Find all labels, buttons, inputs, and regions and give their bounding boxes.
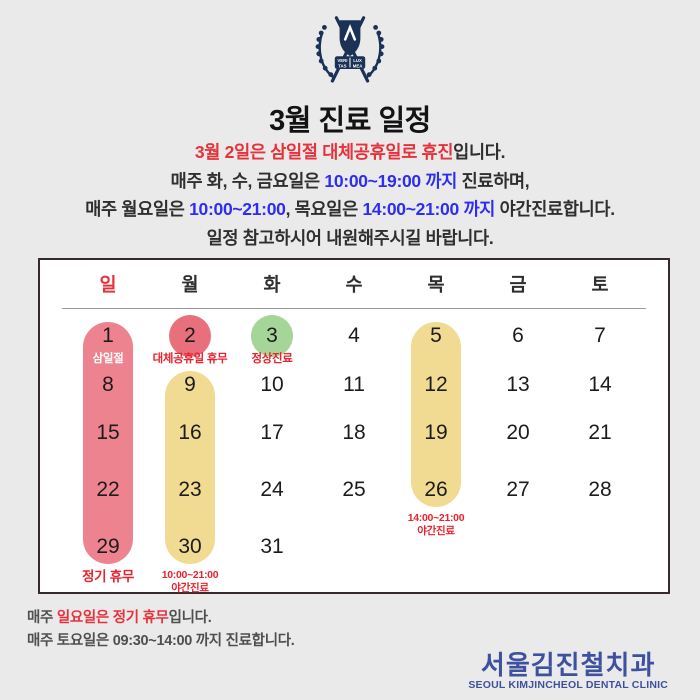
thursday-night-label: 14:00~21:00 야간진료 [366,512,506,538]
day-cell-21: 21 [588,421,612,444]
header-divider [62,308,646,309]
day-cell-4: 4 [348,324,360,347]
text-segment: 일요일은 정기 휴무 [56,610,169,626]
text-segment: 매주 화, 수, 금요일은 [170,170,325,191]
day-cell-5: 5 [430,324,442,347]
day-cell-10: 10 [260,373,284,396]
day-cell-15: 15 [96,421,120,444]
label-line: 야간진료 [171,582,209,594]
clinic-name-english: SEOUL KIMJINCHEOL DENTAL CLINIC [468,679,668,691]
calendar-card: 일 월 화 수 목 금 토 1 2 3 4 5 6 7 8 9 10 11 12 13 14 15 16 17 18 19 20 21… [38,258,670,594]
day-cell-22: 22 [96,478,120,501]
normal-treatment-label: 정상진료 [202,352,342,366]
day-cell-2: 2 [184,324,196,347]
text-segment: 10:00~19:00 까지 [324,170,458,191]
weekday-header-1: 일 [99,274,117,295]
sunday-closed-pill [83,322,133,564]
footer-note-2: 매주 토요일은 09:30~14:00 까지 진료합니다. [27,630,295,653]
day-cell-27: 27 [506,478,530,501]
day-cell-6: 6 [512,324,524,347]
day-cell-29: 29 [96,535,120,558]
notice-line-2: 매주 화, 수, 금요일은 10:00~19:00 까지 진료하며, [0,167,700,196]
motto-word-lux: LUX [353,58,362,63]
text-segment: , 목요일은 [285,199,363,219]
day-cell-25: 25 [342,478,366,501]
day-cell-31: 31 [260,535,284,558]
label-line: 대체공휴일 휴무 [152,353,228,365]
label-line: 정상진료 [251,353,293,365]
weekday-header-7: 토 [591,274,609,295]
text-segment: 10:00~21:00 [189,199,286,219]
thursday-night-pill [411,322,461,507]
label-line: 야간진료 [417,525,455,537]
clinic-logo: 서울김진철치과 SEOUL KIMJINCHEOL DENTAL CLINIC [468,652,668,691]
university-crest-logo: VERI LUX TAS MEA [310,9,390,89]
text-segment: 매주 [27,610,57,626]
day-cell-11: 11 [343,373,365,396]
notice-line-3: 매주 월요일은 10:00~21:00, 목요일은 14:00~21:00 까지… [0,195,700,224]
text-segment: 진료하며, [457,170,530,191]
text-segment: 14:00~21:00 까지 [362,199,496,219]
day-cell-8: 8 [102,373,114,396]
notice-line-4: 일정 참고하시어 내원해주시길 바랍니다. [0,224,700,253]
samiljeol-label: 삼일절 [38,352,178,366]
text-segment: 입니다. [453,142,506,162]
weekday-header-4: 수 [345,274,363,295]
motto-word-veri: VERI [337,58,347,63]
notice-text: 3월 2일은 삼일절 대체공휴일로 휴진입니다. 매주 화, 수, 금요일은 10… [0,138,700,252]
text-segment: 매주 토요일은 09:30~14:00 까지 진료합니다. [27,633,295,649]
footer-note-1: 매주 일요일은 정기 휴무입니다. [27,607,295,630]
clinic-name-korean: 서울김진철치과 [480,650,656,680]
monday-night-label: 10:00~21:00 야간진료 [120,569,260,595]
motto-word-tas: TAS [338,63,346,68]
label-line: 정기 휴무 [82,569,134,584]
day-cell-18: 18 [342,421,366,444]
day-cell-13: 13 [506,373,530,396]
day-cell-20: 20 [506,421,530,444]
weekday-header-6: 금 [509,274,527,295]
day-cell-23: 23 [178,478,202,501]
weekday-header-2: 월 [181,274,199,295]
label-line: 10:00~21:00 [161,569,219,581]
day-cell-19: 19 [424,421,448,444]
text-segment: 매주 월요일은 [85,199,190,219]
laurel-wreath-icon [315,25,385,77]
label-line: 14:00~21:00 [407,512,465,524]
day-cell-24: 24 [260,478,284,501]
day-cell-3: 3 [266,324,278,347]
weekday-header-5: 목 [427,274,445,295]
page-title: 3월 진료 일정 [269,105,431,137]
monday-night-pill [165,371,215,564]
day-cell-28: 28 [588,478,612,501]
substitute-holiday-label: 대체공휴일 휴무 [120,352,260,366]
day-cell-30: 30 [178,535,202,558]
shield-symbol [343,23,357,41]
shield-icon [339,20,361,57]
day-cell-1: 1 [102,324,114,347]
motto-word-mea: MEA [353,63,363,68]
text-segment: 야간진료합니다. [495,199,615,219]
text-segment: 입니다. [168,610,212,626]
substitute-holiday-circle [169,315,211,357]
text-segment: 3월 2일은 삼일절 대체공휴일로 휴진 [194,142,454,162]
normal-treatment-circle [251,315,293,357]
footer-notes: 매주 일요일은 정기 휴무입니다. 매주 토요일은 09:30~14:00 까지 … [27,607,295,653]
label-line: 삼일절 [92,353,124,365]
day-cell-14: 14 [588,373,612,396]
day-cell-12: 12 [424,373,448,396]
day-cell-16: 16 [178,421,202,444]
text-segment: 일정 참고하시어 내원해주시길 바랍니다. [206,227,494,248]
day-cell-26: 26 [424,478,448,501]
day-cell-9: 9 [184,373,196,396]
day-cell-7: 7 [594,324,606,347]
day-cell-17: 17 [260,421,284,444]
weekday-header-3: 화 [263,274,281,295]
crest-graphic: VERI LUX TAS MEA [315,16,385,83]
notice-line-1: 3월 2일은 삼일절 대체공휴일로 휴진입니다. [0,138,700,167]
sunday-regular-closed-label: 정기 휴무 [38,569,178,585]
